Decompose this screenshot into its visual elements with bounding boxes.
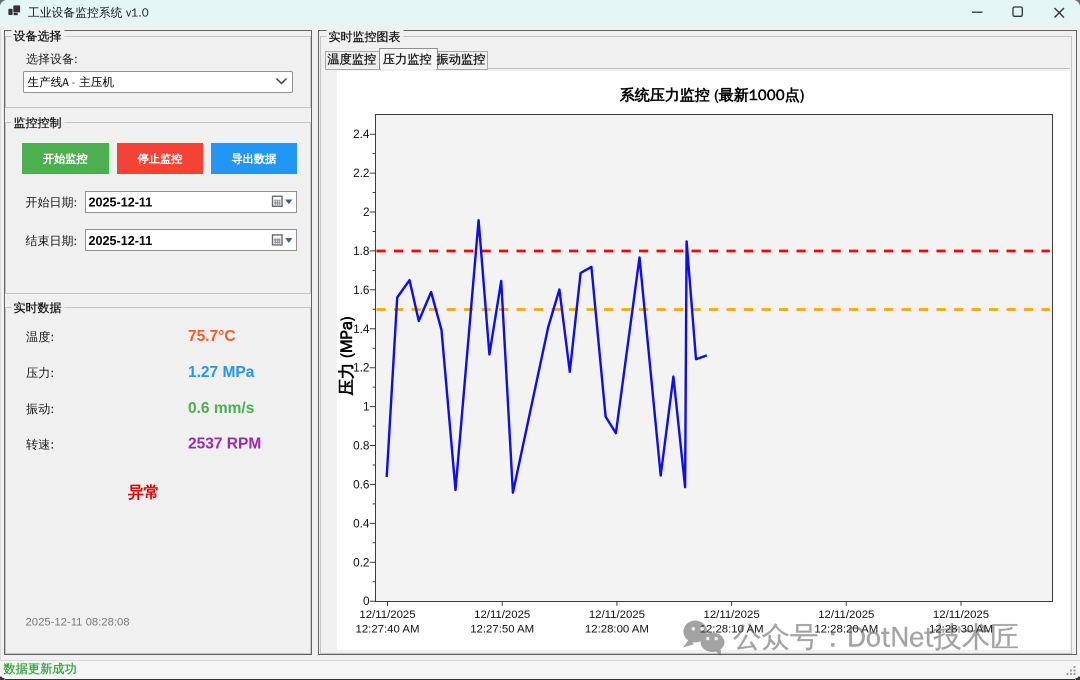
svg-text:12/11/2025: 12/11/2025 bbox=[589, 609, 645, 621]
svg-text:2: 2 bbox=[363, 205, 370, 219]
svg-text:0: 0 bbox=[363, 594, 370, 608]
svg-text:2.4: 2.4 bbox=[353, 127, 370, 141]
svg-text:2.2: 2.2 bbox=[353, 166, 369, 180]
svg-text:0.4: 0.4 bbox=[353, 516, 370, 530]
svg-text:0.6: 0.6 bbox=[353, 477, 370, 491]
svg-text:1: 1 bbox=[363, 400, 370, 414]
svg-text:1.8: 1.8 bbox=[353, 244, 370, 258]
svg-text:12/11/2025: 12/11/2025 bbox=[359, 609, 415, 621]
svg-text:12/11/2025: 12/11/2025 bbox=[474, 609, 530, 621]
svg-text:0.6 mm/s: 0.6 mm/s bbox=[188, 400, 254, 417]
svg-text:12/11/2025: 12/11/2025 bbox=[818, 609, 874, 621]
svg-text:2537 RPM: 2537 RPM bbox=[188, 436, 261, 453]
svg-text:1.6: 1.6 bbox=[353, 283, 370, 297]
svg-text:1.2: 1.2 bbox=[353, 361, 369, 375]
svg-text:12/11/2025: 12/11/2025 bbox=[933, 609, 989, 621]
svg-text:1.4: 1.4 bbox=[353, 322, 370, 336]
svg-text:75.7°C: 75.7°C bbox=[188, 328, 236, 345]
svg-text:12:28:00 AM: 12:28:00 AM bbox=[585, 624, 649, 636]
svg-text:2025-12-11: 2025-12-11 bbox=[89, 195, 153, 209]
svg-text:1.27 MPa: 1.27 MPa bbox=[188, 364, 255, 381]
svg-text:12:27:40 AM: 12:27:40 AM bbox=[356, 624, 420, 636]
svg-text:2025-12-11 08:28:08: 2025-12-11 08:28:08 bbox=[26, 617, 130, 629]
svg-text:12:27:50 AM: 12:27:50 AM bbox=[470, 624, 534, 636]
svg-text:12:28:10 AM: 12:28:10 AM bbox=[700, 624, 764, 636]
svg-text:0.8: 0.8 bbox=[353, 439, 370, 453]
svg-text:12/11/2025: 12/11/2025 bbox=[704, 609, 760, 621]
svg-text:2025-12-11: 2025-12-11 bbox=[89, 234, 153, 248]
svg-text:0.2: 0.2 bbox=[353, 555, 369, 569]
